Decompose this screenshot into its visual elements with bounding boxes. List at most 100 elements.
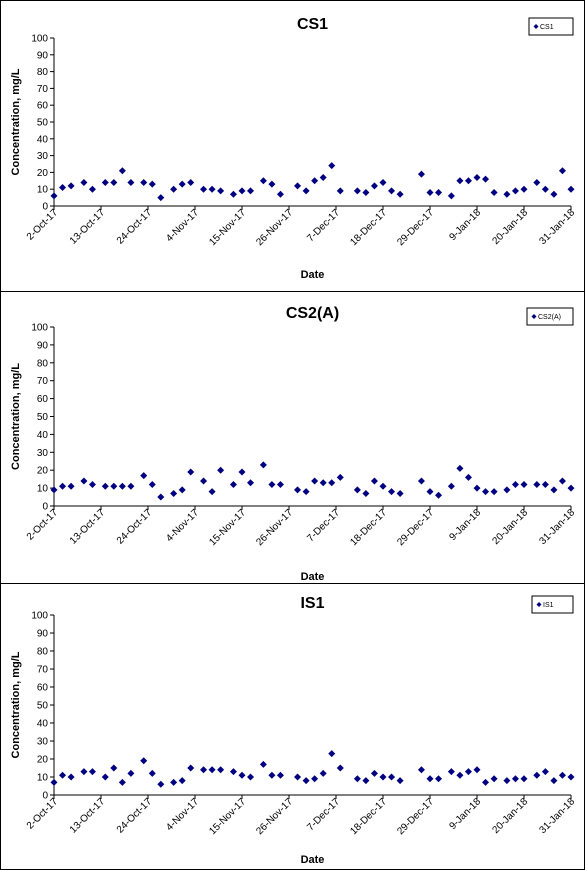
data-point [567, 773, 575, 781]
data-point [50, 192, 58, 200]
data-point [511, 481, 519, 489]
data-point [541, 481, 549, 489]
data-point [200, 477, 208, 485]
x-tick-label: 9-Jan-18 [447, 796, 483, 832]
x-tick-label: 31-Jan-18 [538, 207, 578, 247]
data-point [456, 464, 464, 472]
data-point [503, 777, 511, 785]
legend-box [526, 307, 574, 326]
data-point [426, 189, 434, 197]
data-point [217, 187, 225, 195]
data-point [426, 775, 434, 783]
legend-marker [533, 24, 539, 29]
data-point [370, 182, 378, 190]
data-point [247, 479, 255, 487]
data-point [435, 775, 443, 783]
y-tick-label: 0 [42, 202, 48, 213]
data-point [482, 488, 490, 496]
data-point [336, 187, 344, 195]
data-point [353, 187, 361, 195]
data-point [294, 486, 302, 494]
y-tick-label: 30 [37, 737, 49, 748]
data-point [268, 481, 276, 489]
data-point [127, 769, 135, 777]
data-point [482, 175, 490, 183]
data-point [259, 177, 267, 185]
y-tick-label: 40 [37, 719, 49, 730]
data-point [50, 778, 58, 786]
x-tick-label: 13-Oct-17 [68, 796, 108, 836]
y-tick-label: 90 [37, 340, 49, 351]
data-point [238, 468, 246, 476]
data-point [187, 468, 195, 476]
y-tick-label: 50 [37, 412, 49, 423]
x-tick-label: 9-Jan-18 [447, 507, 483, 543]
x-tick-label: 29-Dec-17 [395, 207, 436, 248]
data-point [473, 484, 481, 492]
y-tick-label: 20 [37, 168, 49, 179]
data-point [464, 768, 472, 776]
data-point [435, 189, 443, 197]
data-point [353, 775, 361, 783]
data-point [118, 167, 126, 175]
y-tick-label: 0 [42, 791, 48, 802]
data-point [259, 760, 267, 768]
data-point [88, 481, 96, 489]
data-point [482, 778, 490, 786]
data-point [217, 466, 225, 474]
data-point [567, 185, 575, 193]
data-point [417, 766, 425, 774]
data-point [148, 180, 156, 188]
data-point [379, 178, 387, 186]
data-point [328, 750, 336, 758]
data-point [396, 489, 404, 497]
data-point [336, 764, 344, 772]
data-point [101, 178, 109, 186]
data-point [110, 482, 118, 490]
data-point [396, 777, 404, 785]
data-point [511, 187, 519, 195]
data-point [157, 493, 165, 501]
x-tick-label: 26-Nov-17 [254, 507, 295, 548]
data-point [311, 177, 319, 185]
data-point [140, 757, 148, 765]
data-point [50, 486, 58, 494]
y-tick-label: 80 [37, 67, 49, 78]
x-tick-label: 26-Nov-17 [254, 796, 295, 837]
data-point [200, 766, 208, 774]
data-point [238, 187, 246, 195]
data-point [118, 482, 126, 490]
data-point [140, 178, 148, 186]
data-point [200, 185, 208, 193]
y-tick-label: 0 [42, 502, 48, 513]
legend-label: CS2(A) [538, 314, 561, 321]
chart-panel-is1: IS1 0 10 20 30 40 50 60 70 80 90 100 2-Oct-17 13-Oct-… [0, 583, 585, 870]
data-point [558, 771, 566, 779]
data-point [388, 488, 396, 496]
data-point [388, 187, 396, 195]
x-tick-label: 18-Dec-17 [348, 796, 389, 837]
y-axis-label: Concentration, mg/L [10, 651, 22, 758]
data-point [426, 488, 434, 496]
data-point [268, 180, 276, 188]
x-tick-label: 7-Dec-17 [305, 207, 342, 244]
x-tick-label: 4-Nov-17 [164, 507, 201, 544]
data-point [276, 481, 284, 489]
data-point [541, 768, 549, 776]
data-point [59, 482, 67, 490]
data-point [101, 773, 109, 781]
data-point [268, 771, 276, 779]
data-point [456, 177, 464, 185]
data-point [140, 472, 148, 480]
data-point [170, 778, 178, 786]
data-point [490, 775, 498, 783]
data-point [447, 768, 455, 776]
x-tick-label: 24-Oct-17 [115, 507, 155, 547]
y-tick-label: 10 [37, 185, 49, 196]
data-point [118, 778, 126, 786]
data-point [319, 769, 327, 777]
y-tick-label: 10 [37, 773, 49, 784]
data-point [379, 482, 387, 490]
